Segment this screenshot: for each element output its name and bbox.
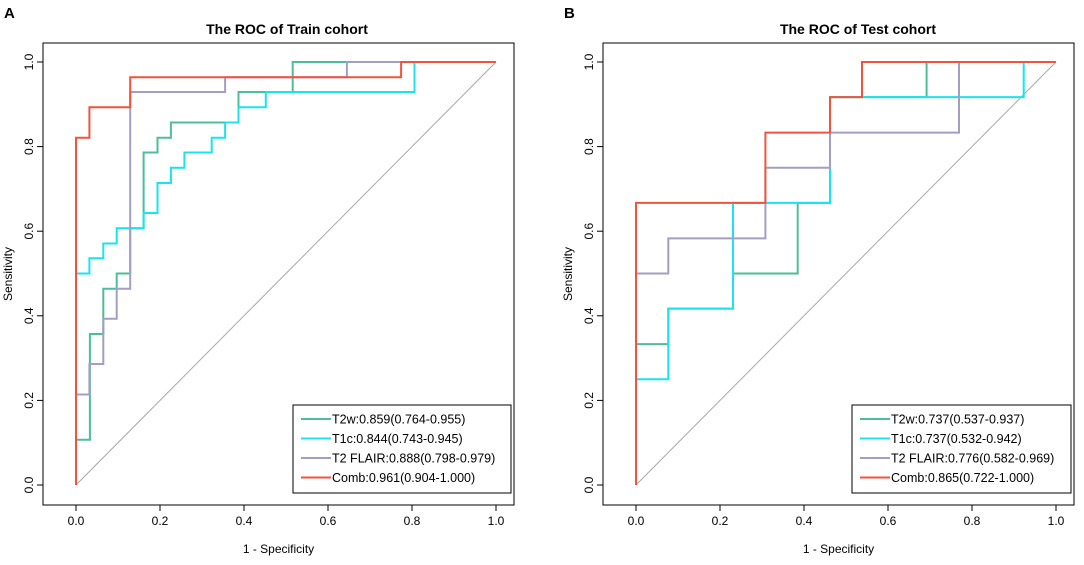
legend-entry: T1c:0.737(0.532-0.942) [891, 432, 1022, 446]
y-tick-label: 0.6 [22, 223, 36, 240]
x-tick-label: 0.4 [796, 514, 813, 528]
y-axis-label: Sensitivity [561, 247, 575, 301]
roc-curve-t1c [75, 61, 496, 485]
legend-entry: T2 FLAIR:0.888(0.798-0.979) [332, 452, 495, 466]
y-tick-label: 0.0 [22, 476, 36, 493]
roc-panel-a: A The ROC of Train cohort 0.0 0.2 0.4 0.6 0.8 1… [1, 5, 515, 556]
x-tick-label: 0.0 [628, 514, 645, 528]
y-tick-label: 0.8 [582, 138, 596, 155]
x-axis-label: 1 - Specificity [803, 542, 874, 556]
y-tick-label: 1.0 [582, 53, 596, 70]
roc-curve-comb [635, 61, 1056, 485]
legend-entry: Comb:0.865(0.722-1.000) [891, 471, 1034, 485]
x-tick-label: 1.0 [1048, 514, 1065, 528]
roc-curve-comb [75, 61, 496, 485]
roc-panel-b: B The ROC of Test cohort 0.0 0.2 0.4 0.6 0.8 1.… [561, 5, 1075, 556]
legend-entry: Comb:0.961(0.904-1.000) [332, 471, 475, 485]
legend-entry: T2 FLAIR:0.776(0.582-0.969) [891, 452, 1054, 466]
chart-title: The ROC of Test cohort [780, 21, 936, 37]
diagonal-reference-line [75, 61, 497, 486]
y-tick-label: 0.4 [582, 307, 596, 324]
y-tick-label: 1.0 [22, 53, 36, 70]
legend: T2w:0.737(0.537-0.937) T1c:0.737(0.532-0.… [851, 404, 1072, 494]
x-tick-label: 0.8 [404, 514, 421, 528]
y-tick-label: 0.4 [22, 307, 36, 324]
x-tick-label: 0.6 [880, 514, 897, 528]
panel-letter: B [564, 5, 575, 22]
y-tick-label: 0.6 [582, 223, 596, 240]
x-axis-label: 1 - Specificity [243, 542, 314, 556]
panel-letter: A [4, 5, 15, 22]
chart-title: The ROC of Train cohort [206, 21, 368, 37]
plot-frame [42, 42, 515, 506]
plot-frame [602, 42, 1075, 506]
y-tick-label: 0.2 [22, 392, 36, 409]
legend-entry: T2w:0.859(0.764-0.955) [332, 413, 465, 427]
diagonal-reference-line [635, 61, 1057, 486]
x-tick-label: 0.8 [964, 514, 981, 528]
y-axis-label: Sensitivity [1, 247, 15, 301]
y-tick-label: 0.0 [582, 476, 596, 493]
legend: T2w:0.859(0.764-0.955) T1c:0.844(0.743-0.… [292, 404, 512, 494]
x-tick-label: 0.2 [712, 514, 729, 528]
x-tick-label: 0.6 [320, 514, 337, 528]
y-tick-label: 0.8 [22, 138, 36, 155]
y-tick-label: 0.2 [582, 392, 596, 409]
x-tick-label: 0.2 [152, 514, 169, 528]
x-tick-label: 0.0 [68, 514, 85, 528]
x-tick-label: 0.4 [236, 514, 253, 528]
legend-entry: T1c:0.844(0.743-0.945) [332, 432, 463, 446]
x-tick-label: 1.0 [488, 514, 505, 528]
legend-entry: T2w:0.737(0.537-0.937) [891, 413, 1024, 427]
